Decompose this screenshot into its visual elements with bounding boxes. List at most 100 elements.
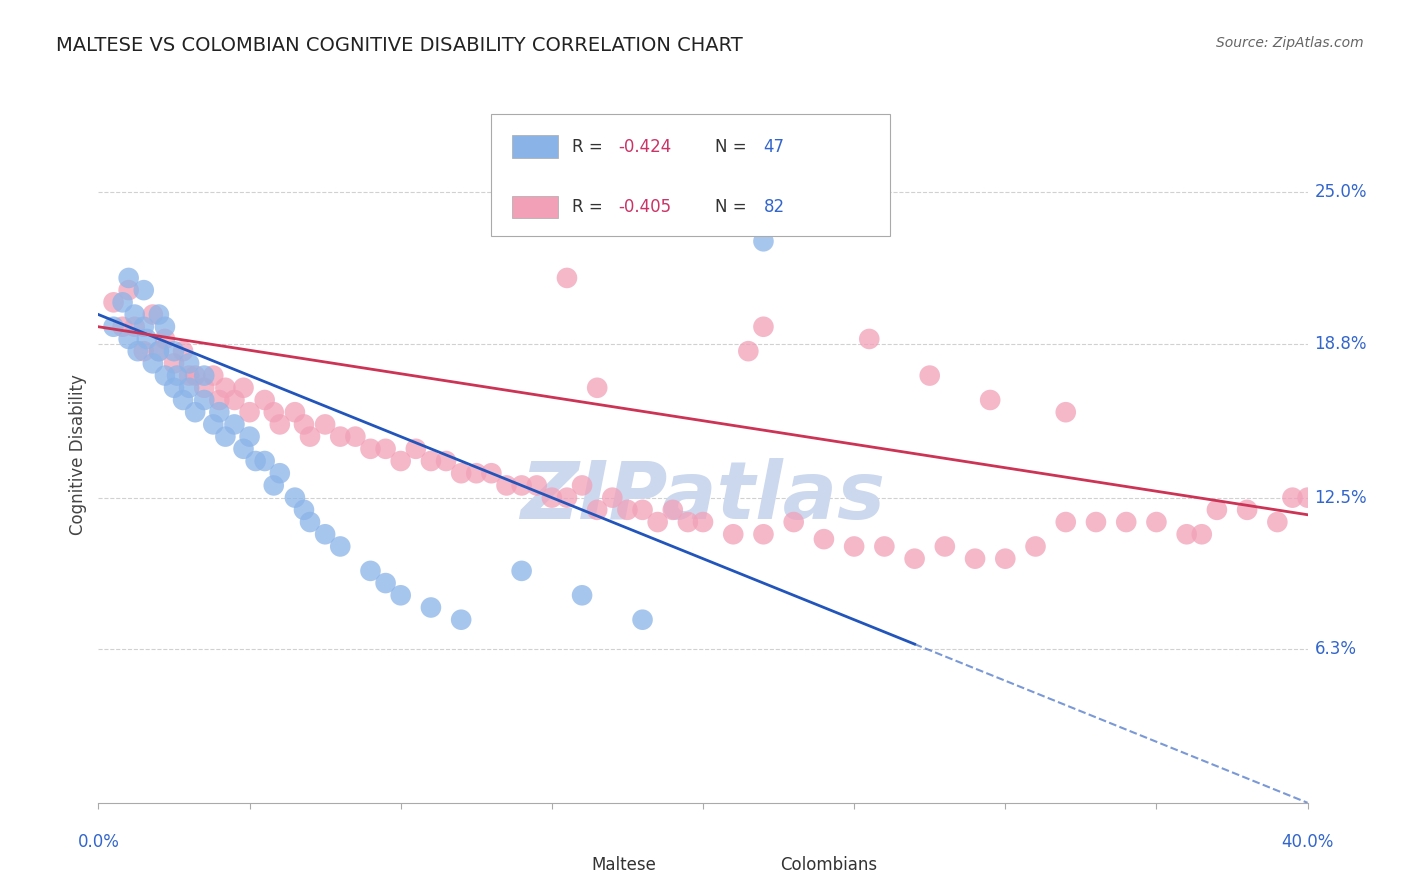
Point	[526, 478, 548, 492]
Point	[873, 540, 896, 554]
Point	[1085, 515, 1108, 529]
Point	[844, 540, 866, 554]
Point	[172, 392, 194, 407]
Point	[284, 491, 307, 505]
Point	[676, 515, 699, 529]
Point	[510, 478, 533, 492]
Point	[571, 588, 593, 602]
Point	[1296, 491, 1319, 505]
Point	[232, 381, 254, 395]
Point	[1115, 515, 1137, 529]
Point	[752, 235, 775, 249]
Point	[602, 491, 624, 505]
Point	[172, 344, 194, 359]
FancyBboxPatch shape	[492, 114, 890, 235]
Point	[858, 332, 880, 346]
Point	[299, 515, 322, 529]
Point	[153, 319, 176, 334]
Y-axis label: Cognitive Disability: Cognitive Disability	[69, 375, 87, 535]
Point	[132, 344, 155, 359]
Point	[263, 405, 285, 419]
Point	[374, 576, 396, 591]
Point	[405, 442, 427, 456]
Point	[239, 405, 262, 419]
Point	[214, 429, 236, 443]
Point	[193, 392, 215, 407]
Text: R =: R =	[572, 137, 609, 156]
Point	[253, 454, 276, 468]
Text: 18.8%: 18.8%	[1315, 334, 1367, 353]
Point	[153, 368, 176, 383]
Text: Source: ZipAtlas.com: Source: ZipAtlas.com	[1216, 36, 1364, 50]
Point	[979, 392, 1001, 407]
Point	[135, 332, 157, 346]
Point	[103, 295, 125, 310]
Point	[752, 527, 775, 541]
Point	[904, 551, 927, 566]
Point	[224, 417, 246, 432]
Point	[142, 356, 165, 370]
Point	[586, 381, 609, 395]
Point	[344, 429, 367, 443]
Point	[239, 429, 262, 443]
Point	[314, 417, 336, 432]
Point	[419, 600, 441, 615]
Point	[631, 613, 654, 627]
Point	[111, 319, 134, 334]
Point	[1175, 527, 1198, 541]
Point	[148, 344, 170, 359]
Point	[616, 503, 638, 517]
Point	[142, 308, 165, 322]
Point	[510, 564, 533, 578]
Point	[163, 381, 186, 395]
Point	[166, 368, 188, 383]
Text: R =: R =	[572, 198, 609, 216]
Point	[965, 551, 987, 566]
Point	[782, 515, 804, 529]
Point	[269, 417, 291, 432]
Text: 47: 47	[763, 137, 785, 156]
Point	[1265, 515, 1288, 529]
Point	[1054, 515, 1077, 529]
Text: N =: N =	[716, 198, 752, 216]
Point	[1236, 503, 1258, 517]
Text: 12.5%: 12.5%	[1315, 489, 1367, 507]
FancyBboxPatch shape	[512, 196, 558, 219]
Point	[329, 429, 352, 443]
Point	[177, 381, 201, 395]
Point	[292, 417, 315, 432]
FancyBboxPatch shape	[723, 853, 770, 878]
Point	[124, 308, 146, 322]
Point	[163, 356, 186, 370]
Point	[314, 527, 336, 541]
Point	[1024, 540, 1046, 554]
Point	[269, 467, 291, 481]
Point	[132, 283, 155, 297]
Point	[163, 344, 186, 359]
Point	[360, 564, 382, 578]
Point	[177, 356, 201, 370]
Text: Maltese: Maltese	[592, 856, 657, 874]
Point	[245, 454, 267, 468]
Point	[389, 454, 412, 468]
Point	[540, 491, 562, 505]
Point	[571, 478, 593, 492]
Point	[299, 429, 322, 443]
Point	[661, 503, 683, 517]
Text: 82: 82	[763, 198, 785, 216]
Point	[1281, 491, 1303, 505]
Point	[1054, 405, 1077, 419]
Point	[721, 527, 744, 541]
Point	[934, 540, 956, 554]
Text: ZIPatlas: ZIPatlas	[520, 458, 886, 536]
Point	[153, 332, 176, 346]
Point	[465, 467, 488, 481]
Point	[284, 405, 307, 419]
Point	[1144, 515, 1167, 529]
Point	[419, 454, 441, 468]
Text: -0.424: -0.424	[619, 137, 672, 156]
Point	[148, 344, 170, 359]
Point	[1191, 527, 1213, 541]
Point	[752, 319, 775, 334]
Point	[360, 442, 382, 456]
